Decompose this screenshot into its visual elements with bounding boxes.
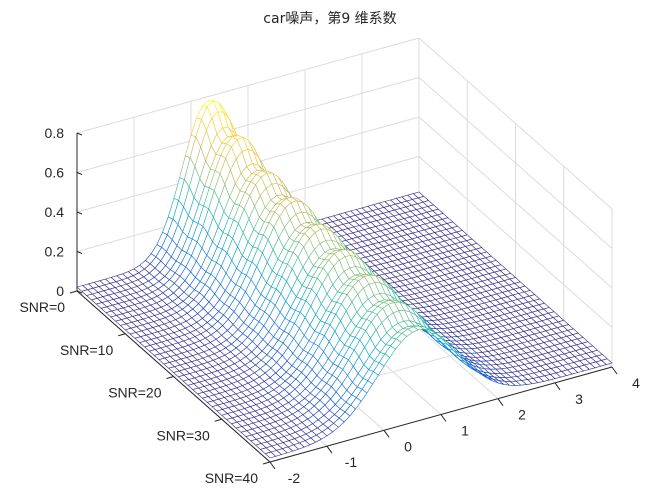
z-tick-label: 0 xyxy=(56,283,64,299)
z-tick-mark xyxy=(76,251,83,254)
surface-mesh xyxy=(76,100,613,459)
snr-tick-label: SNR=30 xyxy=(156,427,210,443)
x-tick-mark xyxy=(554,382,561,391)
z-tick-label: 0.6 xyxy=(45,165,65,181)
x-tick-label: 2 xyxy=(518,407,526,423)
x-tick-label: 1 xyxy=(461,423,469,439)
x-tick-label: 4 xyxy=(632,375,640,391)
grid-line-z xyxy=(418,156,613,328)
grid-line-z xyxy=(418,116,613,289)
grid-line-z xyxy=(76,37,420,134)
x-tick-label: 3 xyxy=(575,391,583,407)
z-tick-label: 0.2 xyxy=(45,244,65,260)
snr-tick-label: SNR=0 xyxy=(19,299,65,315)
mesh-cell xyxy=(264,451,277,459)
z-tick-mark xyxy=(76,290,83,294)
x-tick-label: -2 xyxy=(288,470,301,486)
z-tick-label: 0.4 xyxy=(45,204,65,220)
x-tick-mark xyxy=(611,366,618,375)
x-tick-label: -1 xyxy=(345,454,358,470)
z-tick-mark xyxy=(76,211,83,215)
z-tick-mark xyxy=(76,132,83,136)
x-tick-mark xyxy=(326,445,333,454)
x-tick-label: 0 xyxy=(404,438,412,454)
grid-line-z xyxy=(418,37,613,210)
snr-tick-mark xyxy=(166,376,174,379)
snr-tick-label: SNR=10 xyxy=(60,342,114,358)
grid-line-z xyxy=(76,77,420,173)
grid-line-z xyxy=(418,77,613,249)
tick-labels: 0 0.2 0.4 0.6 0.8 SNR=0 SNR=10 SNR=20 SNR=30 SNR=… xyxy=(19,125,640,486)
snr-tick-label: SNR=40 xyxy=(205,470,259,486)
x-tick-mark xyxy=(440,414,447,422)
x-tick-mark xyxy=(383,430,390,438)
snr-tick-mark xyxy=(118,333,126,337)
snr-tick-mark xyxy=(214,418,222,422)
chart-title: car噪声，第9 维系数 xyxy=(263,10,396,27)
snr-tick-label: SNR=20 xyxy=(108,385,162,401)
x-tick-mark xyxy=(497,398,504,406)
axes xyxy=(69,132,618,470)
snr-tick-mark xyxy=(262,461,271,465)
z-tick-label: 0.8 xyxy=(45,125,65,141)
snr-tick-mark xyxy=(69,290,78,294)
z-tick-mark xyxy=(76,172,83,175)
x-tick-mark xyxy=(269,461,276,470)
